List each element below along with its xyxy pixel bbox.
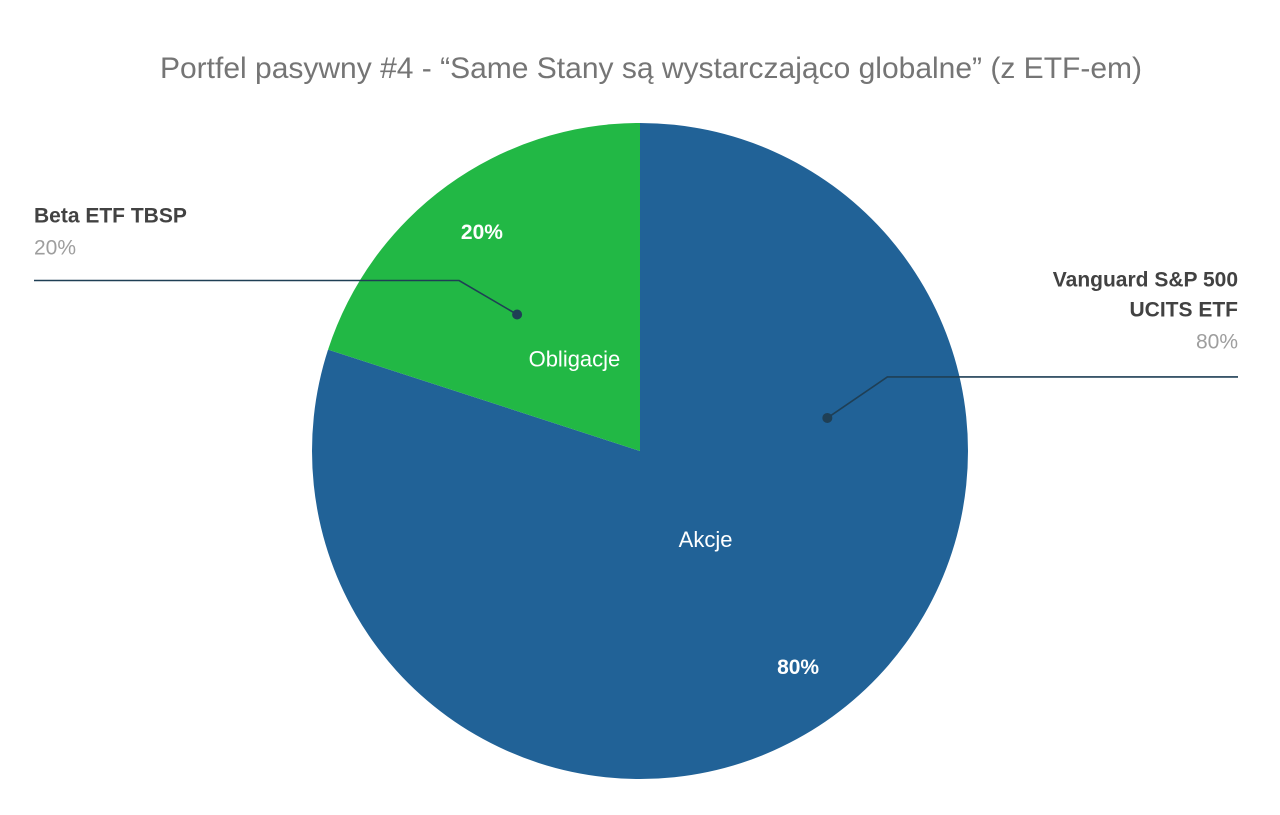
slice-name: Akcje bbox=[679, 527, 733, 552]
slice-value-label: 20% bbox=[461, 221, 503, 244]
callout-value-label: 80% bbox=[1196, 331, 1238, 354]
slice-value-label: 80% bbox=[777, 656, 819, 679]
chart-title: Portfel pasywny #4 - “Same Stany są wyst… bbox=[160, 52, 1142, 85]
callout-label: UCITS ETF bbox=[1130, 299, 1239, 322]
callout-label: Vanguard S&P 500 bbox=[1053, 269, 1238, 292]
pie-slice bbox=[328, 123, 640, 451]
callout-dot bbox=[512, 309, 523, 320]
callout-dot bbox=[822, 412, 833, 423]
callout-value-label: 20% bbox=[34, 237, 76, 260]
callout-line bbox=[826, 376, 1238, 419]
callout-line bbox=[34, 279, 518, 316]
slice-name: Obligacje bbox=[529, 347, 621, 372]
callout-label: Beta ETF TBSP bbox=[34, 205, 187, 228]
